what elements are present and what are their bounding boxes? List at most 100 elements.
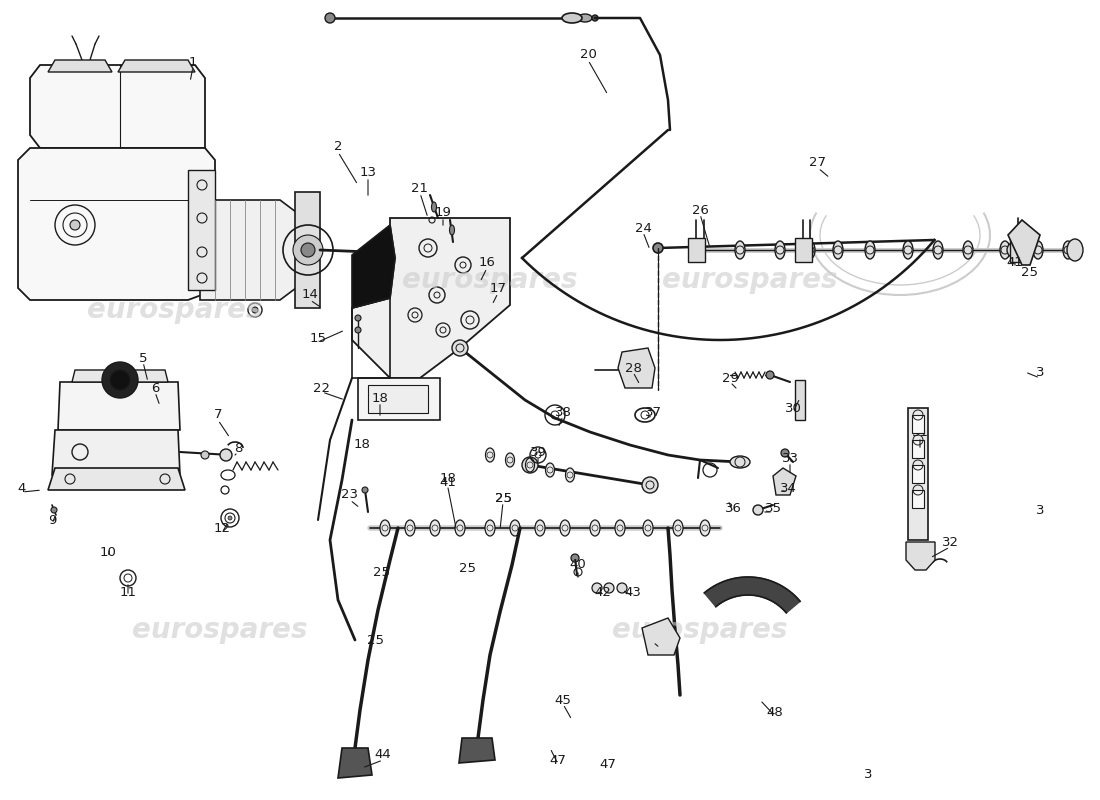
Text: 22: 22 — [314, 382, 330, 394]
Circle shape — [604, 583, 614, 593]
Circle shape — [642, 477, 658, 493]
Ellipse shape — [526, 458, 535, 472]
Polygon shape — [795, 238, 812, 262]
Polygon shape — [188, 170, 214, 290]
Text: 4: 4 — [18, 482, 26, 494]
Circle shape — [1006, 242, 1023, 258]
Text: 43: 43 — [625, 586, 641, 598]
Text: 7: 7 — [213, 409, 222, 422]
Text: 32: 32 — [942, 535, 958, 549]
Text: eurospares: eurospares — [132, 616, 308, 644]
Ellipse shape — [933, 241, 943, 259]
Circle shape — [293, 235, 323, 265]
Ellipse shape — [578, 14, 592, 22]
Text: 33: 33 — [781, 451, 799, 465]
Circle shape — [51, 507, 57, 513]
Circle shape — [571, 554, 579, 562]
Polygon shape — [200, 200, 300, 300]
Text: 29: 29 — [722, 371, 738, 385]
Circle shape — [766, 371, 774, 379]
Ellipse shape — [590, 520, 600, 536]
Ellipse shape — [546, 463, 554, 477]
Ellipse shape — [1000, 241, 1010, 259]
Text: 3: 3 — [1036, 503, 1044, 517]
Text: 40: 40 — [570, 558, 586, 571]
Circle shape — [252, 307, 258, 313]
Circle shape — [301, 243, 315, 257]
Text: 12: 12 — [213, 522, 231, 534]
Polygon shape — [459, 738, 495, 763]
Polygon shape — [1008, 220, 1040, 265]
Text: 24: 24 — [635, 222, 651, 234]
Text: 47: 47 — [550, 754, 566, 766]
Text: 15: 15 — [309, 331, 327, 345]
Text: 46: 46 — [645, 631, 661, 645]
Text: 18: 18 — [372, 391, 388, 405]
Bar — [795, 380, 805, 420]
Text: 25: 25 — [366, 634, 384, 646]
Text: 30: 30 — [784, 402, 802, 414]
Ellipse shape — [1033, 241, 1043, 259]
Circle shape — [102, 362, 138, 398]
Text: 42: 42 — [595, 586, 612, 598]
Polygon shape — [906, 542, 935, 570]
Ellipse shape — [695, 241, 705, 259]
Polygon shape — [642, 618, 680, 655]
Text: 34: 34 — [780, 482, 796, 494]
Ellipse shape — [805, 241, 815, 259]
Polygon shape — [118, 60, 195, 72]
Polygon shape — [48, 468, 185, 490]
Text: 17: 17 — [490, 282, 506, 294]
Circle shape — [390, 250, 400, 260]
Circle shape — [362, 487, 369, 493]
Text: 41: 41 — [440, 477, 456, 490]
Polygon shape — [618, 348, 654, 388]
Circle shape — [355, 315, 361, 321]
Text: 16: 16 — [478, 257, 495, 270]
Bar — [912, 490, 924, 508]
Text: 47: 47 — [600, 758, 616, 771]
Ellipse shape — [485, 448, 495, 462]
Ellipse shape — [450, 225, 454, 235]
Text: 3: 3 — [864, 769, 872, 782]
Polygon shape — [1010, 238, 1025, 262]
Circle shape — [110, 370, 130, 390]
Circle shape — [592, 583, 602, 593]
Ellipse shape — [535, 520, 544, 536]
Circle shape — [592, 15, 598, 21]
Ellipse shape — [565, 468, 574, 482]
Text: 18: 18 — [440, 471, 456, 485]
Circle shape — [220, 449, 232, 461]
Text: 3: 3 — [1036, 366, 1044, 379]
Text: 45: 45 — [554, 694, 571, 706]
Ellipse shape — [485, 520, 495, 536]
Circle shape — [653, 243, 663, 253]
Polygon shape — [908, 408, 928, 540]
Text: 35: 35 — [764, 502, 781, 514]
Ellipse shape — [776, 241, 785, 259]
Text: 44: 44 — [375, 749, 392, 762]
Text: 25: 25 — [460, 562, 476, 574]
Polygon shape — [72, 370, 168, 382]
Ellipse shape — [1067, 239, 1084, 261]
Text: 1: 1 — [189, 55, 197, 69]
Text: 37: 37 — [645, 406, 661, 418]
Ellipse shape — [431, 202, 437, 212]
Circle shape — [201, 451, 209, 459]
Circle shape — [228, 516, 232, 520]
Circle shape — [754, 505, 763, 515]
Text: 11: 11 — [120, 586, 136, 598]
Polygon shape — [52, 430, 180, 475]
Text: 39: 39 — [529, 446, 547, 458]
Ellipse shape — [644, 520, 653, 536]
Ellipse shape — [730, 456, 750, 468]
Ellipse shape — [962, 241, 974, 259]
Text: 6: 6 — [151, 382, 160, 394]
Circle shape — [617, 583, 627, 593]
Text: 26: 26 — [692, 203, 708, 217]
Text: 18: 18 — [353, 438, 371, 451]
Polygon shape — [704, 577, 800, 613]
Text: 8: 8 — [234, 442, 242, 454]
Ellipse shape — [903, 241, 913, 259]
Text: 13: 13 — [360, 166, 376, 178]
